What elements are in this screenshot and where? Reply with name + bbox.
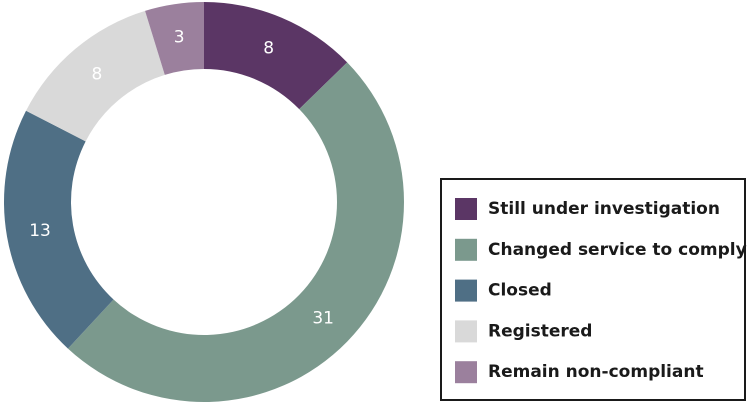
legend-swatch [455, 279, 477, 302]
legend-label: Closed [488, 281, 552, 301]
donut-segment [67, 62, 404, 402]
data-label: 13 [29, 221, 51, 241]
data-label: 3 [174, 27, 185, 47]
data-label: 8 [92, 64, 103, 84]
legend-swatch [455, 238, 477, 261]
legend-label: Still under investigation [488, 199, 720, 219]
donut-segment [145, 2, 204, 75]
legend-swatch [455, 198, 477, 220]
legend-box [440, 178, 746, 401]
legend-label: Changed service to comply [488, 240, 747, 260]
legend-label: Registered [488, 321, 592, 341]
legend-label: Remain non-compliant [488, 362, 704, 382]
legend-swatch [455, 320, 477, 343]
data-label: 8 [263, 39, 274, 59]
donut-segment [26, 10, 165, 142]
data-label: 31 [312, 308, 334, 328]
donut-segment [3, 110, 114, 349]
legend-swatch [455, 361, 477, 384]
donut-segment [204, 2, 348, 110]
